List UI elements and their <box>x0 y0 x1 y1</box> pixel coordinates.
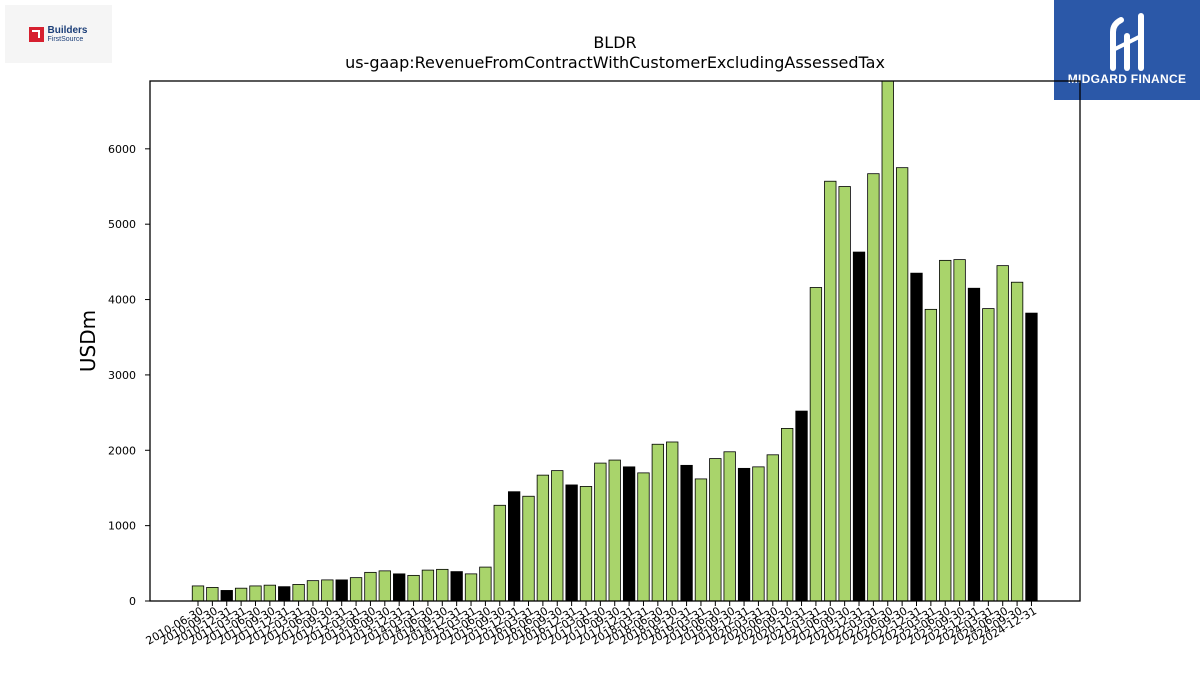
brand-name: MIDGARD FINANCE <box>1067 72 1187 86</box>
bar-2022-03-31 <box>867 173 880 602</box>
bar-2010-12-31 <box>220 590 233 602</box>
bar-2019-06-30 <box>709 458 722 602</box>
bar-2011-09-30 <box>263 584 277 602</box>
bar-2012-12-31 <box>335 579 348 602</box>
bar-2015-09-30 <box>493 504 506 602</box>
y-tick-label: 6000 <box>108 143 136 156</box>
bar-2016-09-30 <box>551 470 564 602</box>
y-tick-label: 1000 <box>108 520 136 533</box>
bar-2013-09-30 <box>378 570 391 602</box>
bar-2017-09-30 <box>608 459 621 602</box>
logo-text-line2: FirstSource <box>47 35 84 43</box>
bars-group <box>191 80 1038 602</box>
plot-frame <box>149 80 1081 602</box>
midgard-finance-logo: MIDGARD FINANCE <box>1054 0 1200 100</box>
bar-2020-09-30 <box>781 428 794 602</box>
bar-2016-03-31 <box>522 495 535 602</box>
bar-2017-03-31 <box>579 486 593 602</box>
bar-2022-09-30 <box>895 167 909 602</box>
bar-2021-12-31 <box>852 251 866 602</box>
bar-2019-12-31 <box>737 467 751 602</box>
bar-2015-06-30 <box>479 566 492 602</box>
x-axis: 2010-06-302010-09-302010-12-312011-03-31… <box>144 601 1039 648</box>
bar-2019-03-31 <box>694 478 708 602</box>
midgard-logo-icon <box>1110 13 1144 71</box>
y-tick-label: 0 <box>129 595 136 608</box>
bar-2023-09-30 <box>953 259 966 602</box>
bar-2021-03-31 <box>809 287 823 602</box>
bar-2013-06-30 <box>364 571 377 602</box>
bar-2024-06-30 <box>996 265 1009 602</box>
bar-2024-12-31 <box>1025 312 1038 602</box>
bar-2021-06-30 <box>824 180 837 602</box>
chart-title: BLDR <box>593 33 636 52</box>
bar-2022-06-30 <box>881 80 894 602</box>
y-tick-label: 3000 <box>108 369 136 382</box>
bar-2011-03-31 <box>234 587 248 602</box>
bar-2015-03-31 <box>464 573 478 602</box>
builders-logo-icon <box>29 26 45 42</box>
bar-2014-03-31 <box>407 574 420 602</box>
bar-2011-06-30 <box>249 585 262 602</box>
bar-2022-12-31 <box>910 272 923 602</box>
bar-2021-09-30 <box>838 186 851 602</box>
bar-2018-09-30 <box>666 441 679 602</box>
bar-2023-03-31 <box>924 308 938 602</box>
bar-2020-12-31 <box>795 410 808 602</box>
builders-firstsource-logo: Builders FirstSource <box>5 5 112 63</box>
bar-2017-12-31 <box>622 466 636 602</box>
bar-2010-09-30 <box>206 587 219 602</box>
bar-2012-09-30 <box>321 579 334 602</box>
bar-2024-09-30 <box>1010 281 1024 602</box>
bar-2014-12-31 <box>450 571 463 602</box>
y-axis: 0 1000 2000 3000 4000 5000 6000 <box>108 143 150 608</box>
bar-2018-06-30 <box>651 443 664 602</box>
bar-2016-12-31 <box>565 484 578 602</box>
y-tick-label: 5000 <box>108 218 136 231</box>
bar-2013-12-31 <box>393 573 406 602</box>
bar-2015-12-31 <box>507 491 521 602</box>
bar-2011-12-31 <box>278 586 291 602</box>
bar-2014-06-30 <box>421 569 435 602</box>
bar-2018-03-31 <box>637 472 650 602</box>
logo-text-line1: Builders <box>47 24 88 36</box>
bar-2012-03-31 <box>292 584 305 602</box>
chart-subtitle: us-gaap:RevenueFromContractWithCustomerE… <box>345 53 885 72</box>
y-axis-label: USDm <box>76 310 100 372</box>
bar-2020-03-31 <box>752 466 765 602</box>
bar-2013-03-31 <box>349 577 363 602</box>
bar-2014-09-30 <box>436 568 449 602</box>
bar-2019-09-30 <box>723 451 736 602</box>
bar-2017-06-30 <box>594 462 607 602</box>
bar-2023-12-31 <box>967 287 981 602</box>
bar-2016-06-30 <box>536 474 550 602</box>
bar-2010-06-30 <box>191 585 205 602</box>
bar-2020-06-30 <box>766 454 779 602</box>
bar-2012-06-30 <box>306 580 320 602</box>
bar-2018-12-31 <box>680 464 693 602</box>
y-tick-label: 2000 <box>108 444 136 457</box>
bar-2023-06-30 <box>939 259 952 602</box>
y-tick-label: 4000 <box>108 294 136 307</box>
bar-2024-03-31 <box>982 308 995 602</box>
